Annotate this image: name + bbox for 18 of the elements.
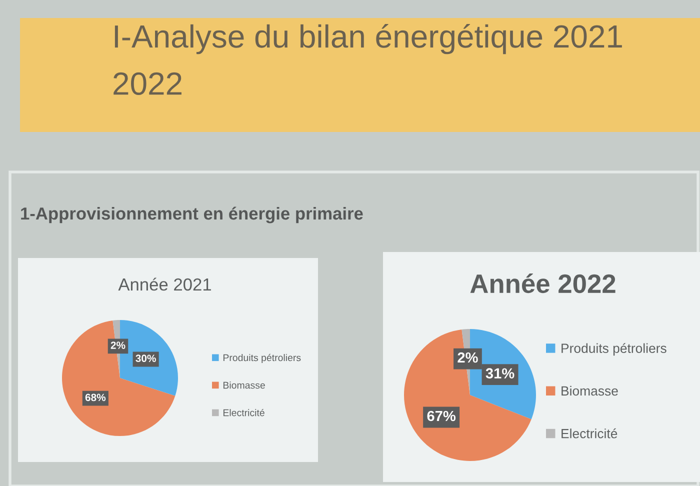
text: 1-Approvisionnement en énergie primaire — [21, 206, 363, 224]
data-label: 68% — [85, 394, 106, 402]
legend-label: Biomasse — [223, 382, 265, 389]
chart-title: Année 2021 — [118, 278, 211, 291]
data-label: 2% — [458, 352, 478, 363]
chart-title: Année 2022 — [470, 273, 616, 294]
data-label: 31% — [486, 368, 514, 379]
data-label: 67% — [427, 410, 456, 422]
text: I-Analyse du bilan énergétique 2021 2022 — [114, 24, 622, 95]
legend-label: Biomasse — [562, 386, 618, 396]
legend-label: Produits pétroliers — [223, 354, 301, 364]
pie-slice — [62, 320, 176, 436]
legend-label: Electricité — [223, 408, 264, 416]
data-label: 2% — [110, 342, 126, 349]
legend-label: Produits pétroliers — [562, 343, 666, 356]
data-label: 30% — [136, 354, 156, 362]
legend-label: Electricité — [562, 428, 618, 438]
pie-slice — [404, 330, 532, 461]
